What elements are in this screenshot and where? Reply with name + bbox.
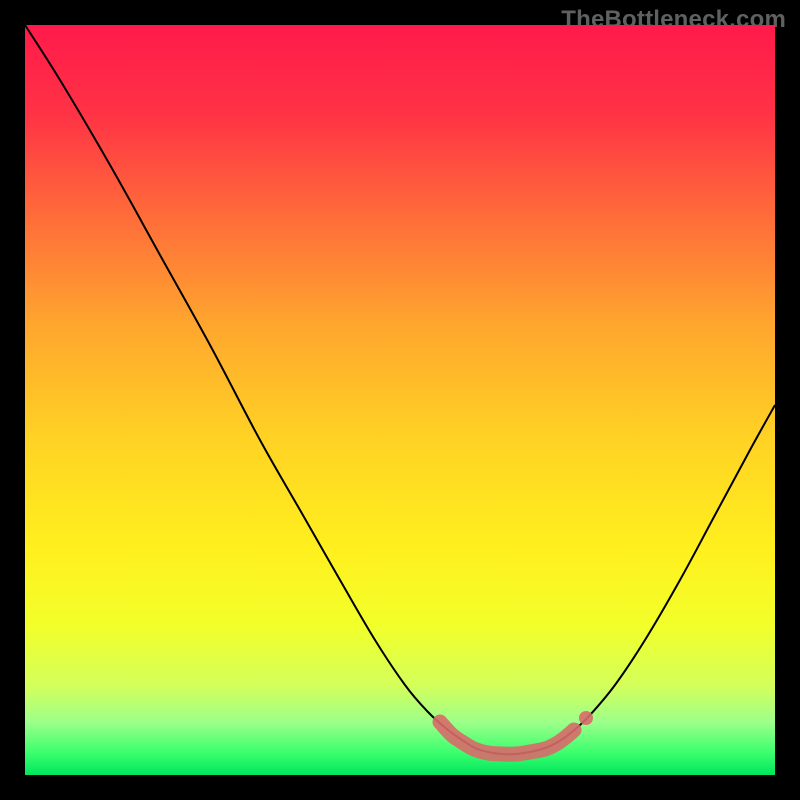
chart-frame: TheBottleneck.com [0,0,800,800]
highlight-dot [579,711,593,725]
gradient-background [25,25,775,775]
chart-svg [0,0,800,800]
